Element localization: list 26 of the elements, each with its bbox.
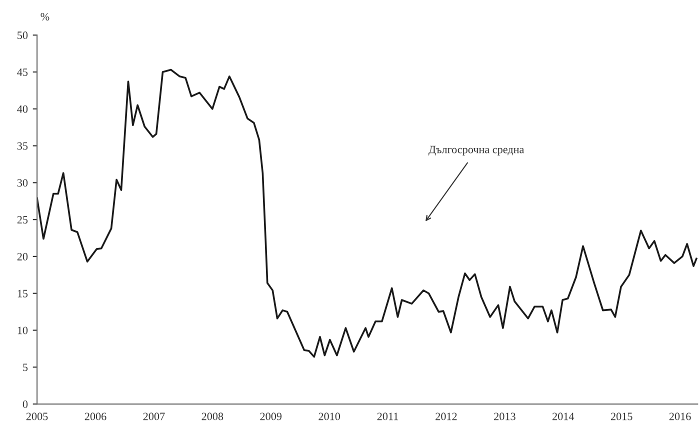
y-axis-title: % (40, 12, 50, 20)
y-tick-label: 40 (17, 105, 28, 113)
x-tick-label: 2008 (202, 412, 224, 420)
y-tick-label: 10 (18, 326, 28, 334)
x-tick-label: 2014 (552, 412, 574, 420)
y-tick-label: 5 (23, 364, 28, 372)
x-tick-label: 2013 (494, 412, 516, 420)
x-tick-label: 2016 (669, 412, 691, 420)
x-tick-label: 2007 (143, 412, 165, 420)
x-tick-label: 2015 (610, 412, 632, 420)
y-tick-label: 25 (17, 216, 28, 224)
x-tick-label: 2010 (318, 412, 340, 420)
x-tick-label: 2011 (377, 412, 398, 420)
x-tick-label: 2012 (436, 412, 457, 420)
y-tick-label: 45 (17, 68, 28, 76)
y-tick-label: 50 (18, 32, 28, 40)
annotation: Дългосрочна средна (428, 146, 524, 156)
y-tick-label: 0 (22, 400, 28, 408)
y-tick-label: 35 (17, 142, 28, 150)
y-tick-label: 15 (18, 290, 28, 298)
y-tick-label: 30 (17, 179, 28, 187)
y-tick-label: 20 (17, 252, 28, 260)
line-series (37, 68, 698, 358)
x-tick-label: 2009 (260, 412, 282, 420)
x-tick-label: 2006 (84, 412, 106, 420)
x-tick-label: 2005 (26, 412, 48, 420)
